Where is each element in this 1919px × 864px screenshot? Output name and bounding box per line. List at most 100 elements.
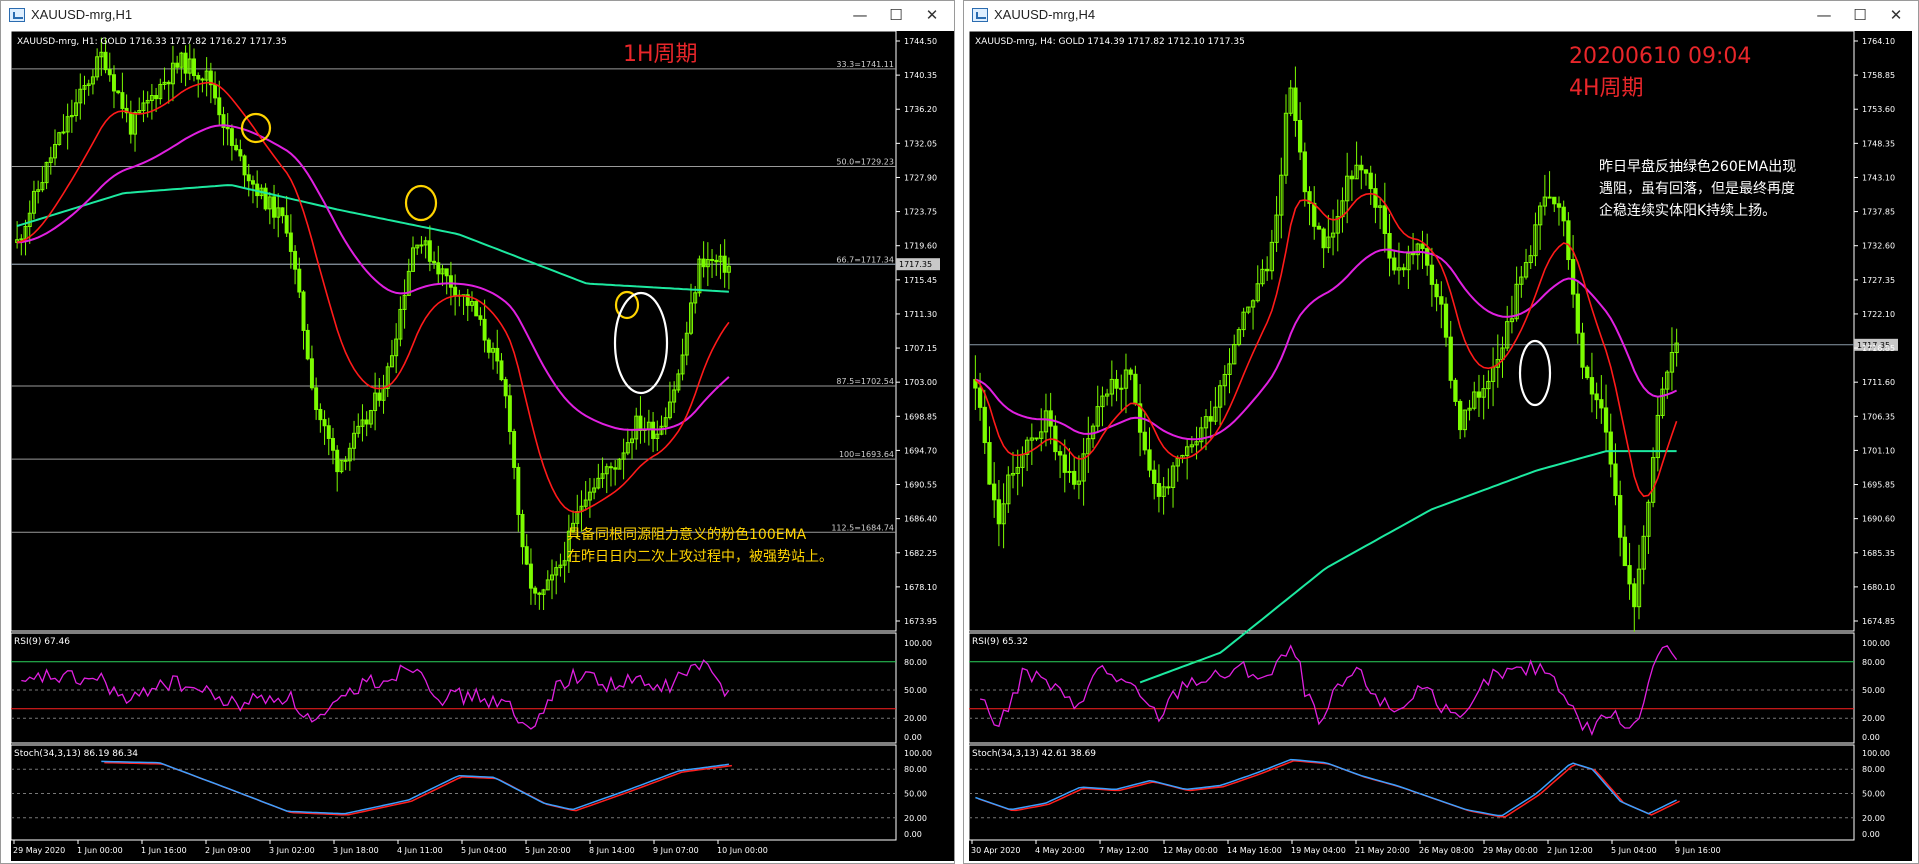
candle-body xyxy=(474,301,479,317)
price-axis-label: 1711.30 xyxy=(904,310,937,319)
candle-body xyxy=(613,467,618,470)
rsi-axis-label: 100.00 xyxy=(1862,639,1890,648)
candle-body xyxy=(977,387,983,408)
rsi-line xyxy=(21,659,730,730)
candle-body xyxy=(583,499,588,507)
candle-body xyxy=(1641,535,1646,570)
candle-body xyxy=(1213,406,1218,422)
chart-area[interactable]: 33.3=1741.11 50.0=1729.23 66.7=1717.34 87.5… xyxy=(11,31,954,861)
close-button[interactable]: ✕ xyxy=(925,6,939,24)
time-axis-label: 3 Jun 02:00 xyxy=(269,846,315,855)
candle-body xyxy=(1674,342,1679,354)
candle-body xyxy=(234,144,239,151)
candle-body xyxy=(137,110,142,114)
candle-body xyxy=(192,58,196,77)
candle-body xyxy=(1443,303,1449,338)
rsi-panel-frame xyxy=(969,632,1855,744)
minimize-button[interactable]: — xyxy=(1816,6,1832,24)
candle-body xyxy=(145,99,150,104)
chart-window-h1[interactable]: XAUUSD-mrg,H1 — ☐ ✕ 33.3=1741.11 50.0=172… xyxy=(0,0,955,864)
candle-body xyxy=(1669,352,1675,373)
chart-info-label: XAUUSD-mrg, H4: GOLD 1714.39 1717.82 171… xyxy=(975,37,1245,47)
candle-body xyxy=(360,419,365,427)
candle-body xyxy=(368,410,373,425)
candle-body xyxy=(1665,371,1670,390)
candle-body xyxy=(1387,233,1392,259)
candle-body xyxy=(1156,482,1162,497)
maximize-button[interactable]: ☐ xyxy=(889,6,903,24)
candle-body xyxy=(213,84,218,99)
candle-body xyxy=(1236,329,1242,345)
price-axis-label: 1678.10 xyxy=(904,583,937,592)
candle-body xyxy=(1467,407,1472,411)
candle-body xyxy=(436,262,441,275)
candle-body xyxy=(482,318,487,341)
maximize-button[interactable]: ☐ xyxy=(1853,6,1867,24)
time-axis-label: 12 May 00:00 xyxy=(1163,846,1218,855)
period-label: 4H周期 xyxy=(1569,76,1644,101)
candle-body xyxy=(512,431,517,468)
price-axis-label: 1719.60 xyxy=(904,242,937,251)
candle-body xyxy=(630,438,634,444)
ema-red-line xyxy=(974,192,1678,498)
candle-body xyxy=(61,131,66,134)
candle-body xyxy=(1024,439,1030,455)
price-axis-label: 1707.15 xyxy=(904,344,937,353)
candle-body xyxy=(339,459,344,473)
candle-body xyxy=(524,546,529,565)
candle-body xyxy=(1613,463,1618,497)
candle-body xyxy=(128,112,133,135)
candle-body xyxy=(90,76,95,85)
candle-body xyxy=(1594,393,1599,401)
candle-body xyxy=(204,70,209,81)
rsi-panel-frame xyxy=(11,632,897,744)
candle-body xyxy=(398,308,403,340)
candle-body xyxy=(1330,232,1336,238)
candle-body xyxy=(1519,276,1524,285)
time-axis-label: 30 Apr 2020 xyxy=(971,846,1020,855)
candle-body xyxy=(440,268,445,275)
fib-level-label: 33.3=1741.11 xyxy=(836,60,894,69)
chart-area[interactable]: 1717.35 100.00 80.00 50.00 20.00 0.00 100.00… xyxy=(969,31,1912,861)
stoch-axis-label: 80.00 xyxy=(904,765,927,774)
candle-body xyxy=(1283,112,1289,176)
candle-body xyxy=(158,83,163,100)
ema-pink-line xyxy=(975,248,1678,441)
candle-body xyxy=(48,157,53,163)
candle-body xyxy=(1241,311,1246,331)
candle-body xyxy=(1048,410,1053,427)
candle-body xyxy=(196,75,201,80)
candle-body xyxy=(1326,236,1331,249)
title-bar[interactable]: XAUUSD-mrg,H1 — ☐ ✕ xyxy=(1,1,954,29)
candle-body xyxy=(1660,388,1665,416)
candle-body xyxy=(710,258,715,261)
minimize-button[interactable]: — xyxy=(852,6,868,24)
candle-body xyxy=(432,260,437,264)
candle-body xyxy=(322,419,327,427)
close-button[interactable]: ✕ xyxy=(1889,6,1903,24)
rsi-axis-label: 80.00 xyxy=(1862,658,1885,667)
title-bar[interactable]: XAUUSD-mrg,H4 — ☐ ✕ xyxy=(964,1,1918,29)
candle-body xyxy=(120,92,125,109)
candle-body xyxy=(1505,321,1510,349)
price-axis-label: 1694.70 xyxy=(904,446,937,455)
candle-body xyxy=(1599,399,1604,409)
chart-window-h4[interactable]: XAUUSD-mrg,H4 — ☐ ✕ 1717.35 100.00 80.00 5… xyxy=(963,0,1919,864)
price-axis-label: 1723.75 xyxy=(904,208,937,217)
candle-body xyxy=(82,85,87,90)
candle-body xyxy=(1203,416,1209,429)
price-axis-label: 1748.35 xyxy=(1862,139,1895,148)
candle-body xyxy=(1410,252,1416,256)
candle-body xyxy=(1222,373,1227,387)
price-axis-label: 1690.60 xyxy=(1862,515,1895,524)
note-line-3: 企稳连续实体阳K持续上扬。 xyxy=(1599,202,1776,219)
candle-body xyxy=(1425,248,1430,266)
candle-body xyxy=(112,74,116,92)
candle-body xyxy=(1377,205,1383,208)
candle-body xyxy=(1509,318,1515,323)
candle-body xyxy=(99,51,104,58)
candle-body xyxy=(1119,387,1124,390)
stoch-panel-frame xyxy=(11,744,897,841)
candle-body xyxy=(309,358,314,389)
candle-body xyxy=(175,62,180,68)
